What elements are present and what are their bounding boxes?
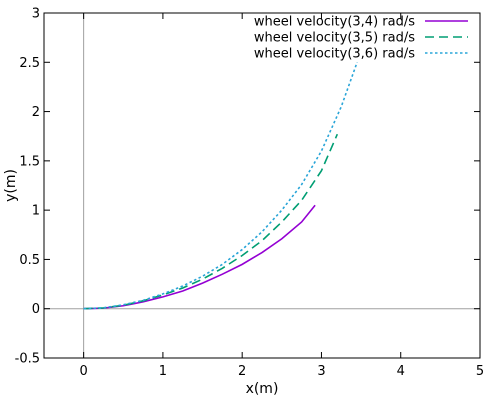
legend-item-1: wheel velocity(3,4) rad/s [254,15,468,30]
x-tick-label: 0 [79,364,87,379]
y-tick-label: 1.5 [19,154,40,169]
y-axis-label: y(m) [3,169,19,202]
series-line-1 [83,204,316,310]
series-lines [83,62,358,310]
y-tick-label: -0.5 [15,352,40,367]
zero-lines [44,13,480,358]
x-tick-label: 2 [238,364,246,379]
x-tick-label: 5 [476,364,484,379]
legend-label: wheel velocity(3,5) rad/s [254,31,415,46]
y-tick-label: 0.5 [19,253,40,268]
legend-item-3: wheel velocity(3,6) rad/s [254,47,468,62]
x-tick-label: 3 [317,364,325,379]
y-tick-label: 2 [32,105,40,120]
y-tick-label: 0 [32,302,40,317]
x-axis-label: x(m) [246,381,279,397]
y-tick-label: 2.5 [19,56,40,71]
plot-frame [43,12,481,359]
y-tick-label: 3 [32,7,40,22]
legend-item-2: wheel velocity(3,5) rad/s [254,31,468,46]
legend-label: wheel velocity(3,6) rad/s [254,47,415,62]
x-tick-label: 4 [397,364,405,379]
y-tick-label: 1 [32,204,40,219]
series-line-3 [83,62,358,310]
x-tick-label: 1 [159,364,167,379]
legend-label: wheel velocity(3,4) rad/s [254,15,415,30]
plot-border [43,12,481,359]
axis-ticks: 0 1 2 3 4 5 -0.5 0 0.5 1 1.5 2 2.5 3 [15,7,485,380]
series-line-2 [83,133,339,310]
